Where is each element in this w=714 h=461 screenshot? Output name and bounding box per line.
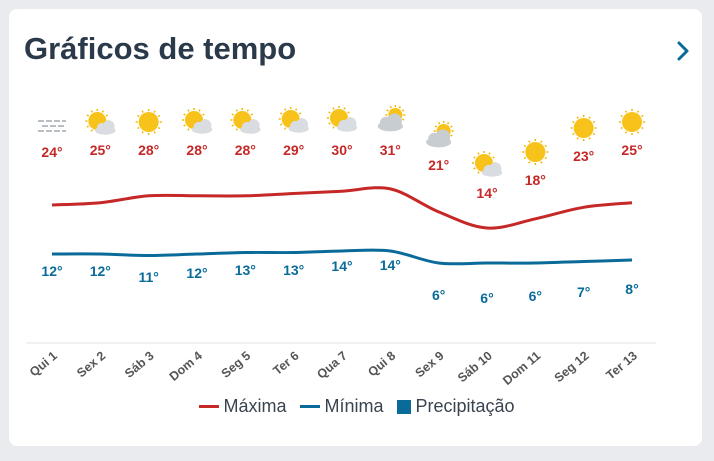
partly-cloudy-icon — [327, 106, 358, 132]
max-temp-label: 25° — [621, 142, 642, 158]
min-temp-label: 6° — [480, 290, 493, 306]
weather-chart-card: Gráficos de tempo — [9, 9, 702, 446]
series-line-max — [51, 186, 633, 230]
min-temp-label: 12° — [41, 263, 62, 279]
min-temp-label: 6° — [529, 288, 542, 304]
max-temp-label: 24° — [41, 144, 62, 160]
partly-cloudy-icon — [230, 108, 261, 134]
chart-legend: Máxima Mínima Precipitação — [0, 396, 714, 417]
fog-icon — [38, 120, 66, 132]
max-temp-label: 14° — [476, 185, 497, 201]
legend-item-max[interactable]: Máxima — [199, 396, 286, 417]
chevron-right-icon[interactable] — [671, 39, 695, 63]
x-tick-label: Ter 6 — [270, 349, 301, 378]
min-temp-label: 7° — [577, 284, 590, 300]
mostly-cloudy-icon — [377, 105, 406, 132]
sun-icon — [135, 109, 162, 135]
legend-min-swatch — [300, 405, 321, 408]
partly-cloudy-icon — [85, 109, 116, 135]
legend-max-label: Máxima — [223, 396, 287, 416]
max-temp-label: 23° — [573, 148, 594, 164]
card-title: Gráficos de tempo — [24, 31, 297, 66]
sun-icon — [619, 109, 645, 135]
x-tick-label: Sex 9 — [413, 349, 447, 381]
series-line-min — [51, 248, 633, 266]
max-temp-label: 28° — [235, 142, 256, 158]
partly-cloudy-icon — [278, 107, 309, 133]
max-temp-label: 25° — [90, 142, 111, 158]
max-temp-label: 29° — [283, 142, 304, 158]
partly-cloudy-icon — [182, 108, 213, 134]
mostly-cloudy-icon — [426, 121, 454, 148]
legend-precip-label: Precipitação — [415, 396, 515, 416]
min-temp-label: 14° — [380, 257, 401, 273]
legend-max-swatch — [199, 405, 220, 408]
x-tick-label: Qui 1 — [27, 349, 60, 380]
x-tick-label: Sáb 10 — [455, 349, 495, 386]
max-temp-label: 28° — [138, 142, 159, 158]
x-tick-label: Sáb 3 — [122, 349, 157, 381]
max-temp-label: 21° — [428, 157, 449, 173]
legend-item-min[interactable]: Mínima — [300, 396, 383, 417]
min-temp-label: 8° — [625, 281, 638, 297]
sun-icon — [522, 139, 549, 165]
sun-icon — [570, 115, 597, 141]
x-tick-label: Seg 12 — [552, 349, 592, 386]
x-tick-label: Seg 5 — [219, 349, 254, 381]
min-temp-label: 12° — [90, 263, 111, 279]
legend-item-precip[interactable]: Precipitação — [397, 396, 515, 417]
min-temp-label: 11° — [138, 269, 158, 285]
legend-precip-swatch — [397, 399, 412, 414]
min-temp-label: 6° — [432, 287, 445, 303]
x-tick-label: Ter 13 — [603, 349, 640, 383]
legend-min-label: Mínima — [324, 396, 384, 416]
min-temp-label: 14° — [331, 258, 352, 274]
x-tick-label: Dom 11 — [500, 349, 543, 388]
max-temp-label: 18° — [525, 172, 546, 188]
min-temp-label: 13° — [235, 262, 256, 278]
min-temp-label: 12° — [186, 265, 207, 281]
x-tick-label: Dom 4 — [167, 349, 205, 384]
min-temp-label: 13° — [283, 262, 304, 278]
x-tick-label: Qua 7 — [314, 349, 350, 382]
x-tick-label: Sex 2 — [74, 349, 108, 381]
x-tick-label: Qui 8 — [365, 349, 398, 380]
partly-cloudy-icon — [472, 151, 503, 177]
max-temp-label: 31° — [380, 142, 401, 158]
max-temp-label: 28° — [186, 142, 207, 158]
max-temp-label: 30° — [331, 142, 352, 158]
